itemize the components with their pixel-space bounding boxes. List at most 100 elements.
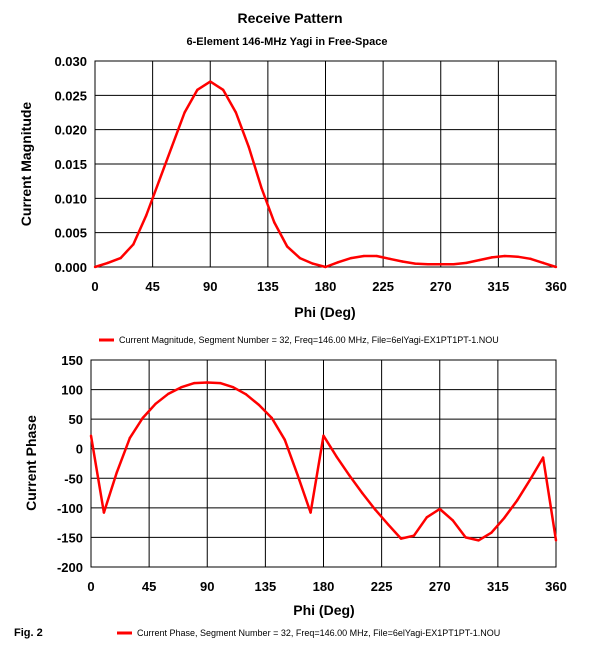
- figure-label: Fig. 2: [14, 627, 43, 639]
- data-point: [311, 262, 314, 265]
- x-tick-label: 315: [487, 579, 509, 594]
- x-tick-label: 45: [145, 279, 159, 294]
- data-point: [119, 256, 122, 260]
- y-tick-label: 0.005: [54, 226, 87, 241]
- y-axis-label-phase: Current Phase: [23, 415, 39, 511]
- y-tick-label: -150: [57, 530, 83, 545]
- data-point: [337, 260, 340, 264]
- data-point: [490, 256, 494, 259]
- data-point: [115, 471, 119, 474]
- data-point: [425, 516, 429, 519]
- x-tick-label: 45: [142, 579, 156, 594]
- series-magnitude: [93, 80, 558, 269]
- data-point: [183, 111, 186, 114]
- data-point: [298, 256, 302, 260]
- data-point: [528, 478, 532, 481]
- data-point: [438, 507, 441, 511]
- data-point: [132, 243, 135, 246]
- x-tick-label: 0: [91, 279, 98, 294]
- data-point: [554, 265, 558, 269]
- x-tick-label: 180: [315, 279, 337, 294]
- data-point: [386, 523, 390, 526]
- data-point: [231, 386, 235, 389]
- y-tick-label: 0.020: [54, 123, 87, 138]
- data-point: [273, 221, 276, 224]
- data-point: [361, 491, 364, 495]
- x-tick-label: 180: [313, 579, 335, 594]
- y-tick-label: 0: [76, 442, 83, 457]
- y-tick-label: 100: [61, 383, 83, 398]
- y-tick-label: 0.025: [54, 88, 87, 103]
- y-axis-label-magnitude: Current Magnitude: [18, 102, 34, 227]
- data-point: [401, 260, 404, 263]
- x-tick-label: 225: [372, 279, 394, 294]
- data-point: [145, 214, 148, 217]
- x-tick-label: 270: [430, 279, 452, 294]
- y-tick-label: 0.030: [54, 54, 87, 69]
- data-point: [324, 265, 327, 269]
- x-tick-label: 90: [200, 579, 214, 594]
- data-point: [270, 416, 274, 420]
- data-point: [260, 186, 263, 190]
- data-point: [209, 80, 212, 83]
- data-point: [388, 257, 391, 260]
- data-point: [93, 265, 97, 269]
- y-tick-label: -50: [64, 471, 83, 486]
- data-point: [464, 536, 467, 539]
- data-point: [516, 498, 519, 502]
- x-ticks-phase: 0 45 90 135 180 225 270 315 360: [87, 579, 566, 594]
- y-tick-label: 0.000: [54, 260, 87, 275]
- data-point: [490, 531, 493, 534]
- series-phase: [89, 381, 558, 542]
- data-point: [206, 381, 209, 384]
- data-point: [106, 261, 110, 265]
- data-point: [554, 539, 558, 542]
- data-point: [285, 245, 289, 248]
- data-point: [541, 456, 545, 459]
- x-axis-label-phase: Phi (Deg): [293, 602, 354, 618]
- data-point: [296, 474, 299, 477]
- data-point: [503, 254, 506, 258]
- x-tick-label: 225: [371, 579, 393, 594]
- y-tick-label: 0.015: [54, 157, 87, 172]
- data-point: [309, 511, 312, 514]
- x-axis-label-magnitude: Phi (Deg): [294, 304, 355, 320]
- data-point: [234, 111, 238, 114]
- data-point: [89, 434, 93, 437]
- data-point: [399, 537, 403, 540]
- data-point: [218, 381, 222, 385]
- data-point: [141, 416, 144, 420]
- x-tick-label: 360: [545, 279, 567, 294]
- data-point: [516, 255, 519, 258]
- data-point: [157, 179, 161, 183]
- legend-label-phase: Current Phase, Segment Number = 32, Freq…: [137, 628, 500, 638]
- data-point: [167, 392, 170, 395]
- data-point: [426, 263, 430, 266]
- y-tick-label: 150: [61, 353, 83, 368]
- data-point: [170, 145, 174, 149]
- y-tick-label: 50: [69, 412, 83, 427]
- plot-magnitude: 0.000 0.005 0.010 0.015 0.020 0.025 0.030 0 45 9…: [18, 54, 567, 345]
- data-point: [322, 434, 325, 437]
- data-point: [180, 386, 183, 389]
- data-point: [154, 402, 157, 405]
- data-point: [465, 261, 468, 265]
- x-tick-label: 135: [257, 279, 279, 294]
- data-point: [439, 263, 442, 266]
- plot-phase: 150 100 50 0 -50 -100 -150 -200 0 45 90 135 180 225 2…: [23, 353, 567, 638]
- x-tick-label: 270: [429, 579, 451, 594]
- y-tick-label: 0.010: [54, 191, 87, 206]
- data-point: [349, 256, 353, 260]
- data-point: [247, 145, 250, 149]
- x-tick-label: 360: [545, 579, 567, 594]
- grid-phase: [90, 359, 557, 568]
- data-point: [529, 257, 532, 260]
- data-point: [193, 381, 196, 385]
- data-point: [335, 455, 338, 458]
- y-ticks-magnitude: 0.000 0.005 0.010 0.015 0.020 0.025 0.030: [54, 54, 87, 275]
- data-point: [348, 474, 351, 477]
- data-point: [283, 438, 286, 442]
- data-point: [452, 263, 455, 266]
- x-tick-label: 135: [255, 579, 277, 594]
